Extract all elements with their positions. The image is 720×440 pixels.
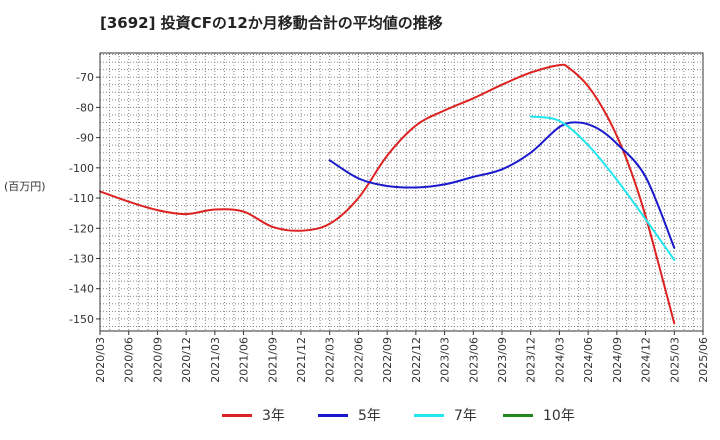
x-tick-label: 2022/03 (324, 337, 337, 383)
plot-border (99, 52, 704, 332)
legend-swatch (318, 413, 348, 417)
x-tick-label: 2021/06 (238, 337, 251, 383)
legend-label: 5年 (358, 408, 381, 424)
legend-item-3: 7年 (414, 405, 477, 425)
x-tick-label: 2022/09 (381, 337, 394, 383)
y-tick-label: -140 (69, 283, 94, 296)
legend-label: 3年 (262, 408, 285, 424)
x-tick-label: 2025/06 (697, 337, 710, 383)
y-tick-label: -110 (69, 192, 94, 205)
series-line-3 (529, 115, 676, 261)
legend-swatch (414, 413, 444, 417)
legend-swatch (222, 413, 252, 417)
y-tick-label: -90 (76, 132, 94, 145)
legend-item-1: 3年 (222, 405, 285, 425)
legend-label: 10年 (543, 408, 575, 424)
y-tick-label: -120 (69, 222, 94, 235)
y-tick-label: -70 (76, 71, 94, 84)
x-tick-label: 2021/12 (295, 337, 308, 383)
series-line-2 (328, 121, 676, 249)
y-tick-label: -130 (69, 252, 94, 265)
series-line-1 (99, 63, 676, 325)
x-tick-label: 2020/06 (123, 337, 136, 383)
legend: 3年 5年 7年 10年 (0, 405, 720, 425)
x-tick-label: 2023/06 (467, 337, 480, 383)
x-tick-label: 2023/03 (439, 337, 452, 383)
legend-item-4: 10年 (503, 405, 575, 425)
x-tick-label: 2023/09 (496, 337, 509, 383)
x-tick-label: 2020/12 (180, 337, 193, 383)
x-tick-label: 2024/09 (611, 337, 624, 383)
x-tick-label: 2024/03 (553, 337, 566, 383)
x-tick-label: 2021/03 (209, 337, 222, 383)
y-tick-label: -150 (69, 313, 94, 326)
x-tick-label: 2022/06 (352, 337, 365, 383)
x-tick-label: 2022/12 (410, 337, 423, 383)
legend-label: 7年 (454, 408, 477, 424)
x-tick-label: 2024/06 (582, 337, 595, 383)
legend-swatch (503, 413, 533, 417)
x-tick-label: 2020/09 (151, 337, 164, 383)
chart-title: [3692] 投資CFの12か月移動合計の平均値の推移 (100, 14, 443, 32)
y-axis-label: (百万円) (4, 180, 46, 193)
x-tick-label: 2023/12 (525, 337, 538, 383)
x-tick-label: 2021/09 (266, 337, 279, 383)
x-tick-label: 2024/12 (640, 337, 653, 383)
y-tick-label: -100 (69, 162, 94, 175)
legend-item-2: 5年 (318, 405, 381, 425)
x-tick-label: 2020/03 (94, 337, 107, 383)
y-tick-label: -80 (76, 101, 94, 114)
x-tick-label: 2025/03 (668, 337, 681, 383)
